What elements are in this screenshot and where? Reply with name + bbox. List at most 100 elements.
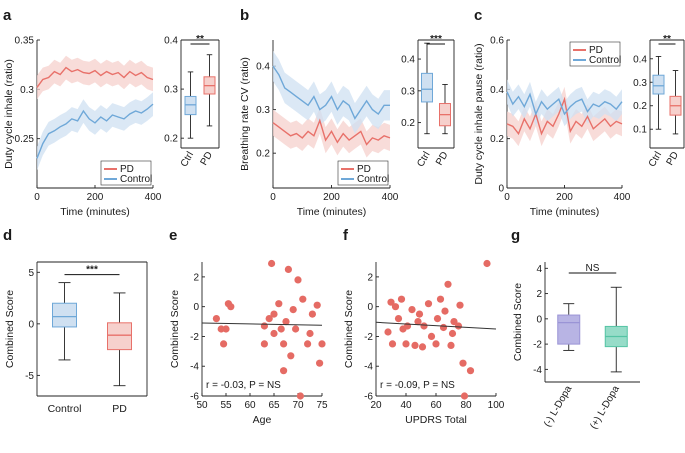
c-y-label: Duty cycle inhale pause (ratio) bbox=[473, 43, 485, 184]
e-point bbox=[289, 306, 297, 314]
e-point bbox=[260, 322, 268, 330]
b-box-category-label: PD bbox=[434, 150, 450, 168]
d-category-label: Control bbox=[48, 403, 82, 415]
b-legend-label-control: Control bbox=[357, 174, 389, 185]
f-ytick-label: -6 bbox=[364, 392, 373, 403]
f-point bbox=[420, 322, 428, 330]
e-xtick-label: 50 bbox=[196, 400, 208, 411]
f-point bbox=[427, 332, 436, 340]
c-series-pd bbox=[506, 96, 623, 136]
a-xtick-label: 0 bbox=[34, 192, 40, 203]
f-point bbox=[483, 259, 491, 268]
f-point bbox=[424, 300, 433, 308]
e-ytick-label: 2 bbox=[193, 272, 199, 283]
b-box-ytick-label: 0.3 bbox=[401, 86, 415, 97]
c-legend-box bbox=[569, 41, 621, 67]
d-box-1 bbox=[107, 322, 132, 351]
e-point bbox=[275, 300, 283, 308]
b-xtick-label: 400 bbox=[382, 192, 399, 203]
f-point bbox=[402, 340, 410, 348]
a-box-ytick-label: 0.4 bbox=[164, 36, 178, 47]
b-box-ytick-label: 0.4 bbox=[401, 55, 415, 66]
panel-label-e: e bbox=[169, 227, 177, 244]
c-ytick-label: 0.2 bbox=[490, 134, 504, 145]
e-fit-line bbox=[201, 322, 323, 326]
e-point bbox=[282, 318, 290, 326]
f-point bbox=[433, 315, 442, 323]
e-point bbox=[212, 315, 220, 323]
f-xtick-label: 20 bbox=[370, 400, 382, 411]
d-ytick-label: 5 bbox=[28, 268, 34, 279]
f-point bbox=[466, 367, 475, 375]
e-ytick-label: 0 bbox=[193, 302, 199, 313]
b-ytick-label: 0.3 bbox=[256, 105, 270, 116]
c-box-box-0 bbox=[652, 74, 665, 95]
f-point bbox=[448, 329, 457, 338]
e-point bbox=[260, 340, 268, 348]
d-ytick-label: 0 bbox=[28, 319, 34, 330]
panel-label-a: a bbox=[3, 7, 12, 24]
a-xtick-label: 200 bbox=[87, 192, 104, 203]
a-box-significance-label: ** bbox=[196, 34, 204, 45]
a-series-pd bbox=[36, 66, 154, 88]
c-box-ytick-label: 0.2 bbox=[633, 101, 647, 112]
e-xtick-label: 65 bbox=[268, 400, 280, 411]
f-point bbox=[391, 303, 400, 311]
a-box-category-label: Ctrl bbox=[179, 150, 196, 169]
panel-label-c: c bbox=[474, 7, 482, 24]
c-box-category-label: Ctrl bbox=[647, 150, 664, 169]
f-point bbox=[418, 343, 427, 351]
e-xtick-label: 60 bbox=[244, 400, 256, 411]
c-x-label: Time (minutes) bbox=[530, 206, 600, 218]
a-xtick-label: 400 bbox=[145, 192, 162, 203]
c-band-pd bbox=[507, 86, 622, 147]
f-point bbox=[447, 341, 455, 349]
f-y-label: Combined Score bbox=[343, 290, 355, 368]
g-significance-label: NS bbox=[586, 263, 600, 274]
f-point bbox=[414, 318, 422, 326]
f-point bbox=[387, 298, 395, 306]
e-point bbox=[268, 259, 276, 268]
e-point bbox=[280, 367, 288, 375]
g-category-label: (+) L-Dopa bbox=[588, 384, 622, 432]
a-y-label: Duty cycle inhale (ratio) bbox=[3, 59, 15, 169]
e-point bbox=[304, 340, 312, 348]
b-series-pd bbox=[272, 118, 391, 146]
a-box-ytick-label: 0.3 bbox=[164, 85, 178, 96]
f-point bbox=[441, 307, 449, 315]
f-point bbox=[384, 328, 392, 336]
e-xtick-label: 55 bbox=[220, 400, 232, 411]
c-box-significance-label: ** bbox=[663, 34, 671, 45]
f-point bbox=[460, 392, 469, 400]
e-x-label: Age bbox=[253, 414, 272, 426]
f-x-label: UPDRS Total bbox=[405, 414, 467, 426]
e-point bbox=[287, 352, 295, 360]
b-ytick-label: 0.4 bbox=[256, 62, 270, 73]
f-fit-line bbox=[375, 321, 497, 330]
panel-label-b: b bbox=[240, 7, 249, 24]
a-legend-box bbox=[100, 160, 152, 186]
g-box-0 bbox=[557, 314, 581, 345]
g-ytick-label: -2 bbox=[533, 340, 542, 351]
f-point bbox=[394, 315, 403, 323]
b-y-label: Breathing rate CV (ratio) bbox=[239, 57, 251, 171]
b-band-control bbox=[273, 50, 390, 134]
e-xtick-label: 70 bbox=[292, 400, 304, 411]
a-box-ytick-label: 0.2 bbox=[164, 134, 178, 145]
c-box-category-label: PD bbox=[665, 150, 681, 168]
f-point bbox=[415, 310, 424, 318]
panel-label-d: d bbox=[3, 227, 12, 244]
g-ytick-label: 4 bbox=[536, 264, 542, 275]
c-box-ytick-label: 0.1 bbox=[633, 125, 647, 136]
f-point bbox=[436, 295, 445, 303]
g-ytick-label: 0 bbox=[536, 314, 542, 325]
b-series-control bbox=[272, 65, 390, 120]
e-point bbox=[222, 325, 230, 333]
f-point bbox=[408, 306, 416, 314]
f-xtick-label: 40 bbox=[400, 400, 412, 411]
a-ytick-label: 0.25 bbox=[15, 134, 35, 145]
f-point bbox=[454, 322, 463, 330]
c-xtick-label: 200 bbox=[556, 192, 573, 203]
d-category-label: PD bbox=[112, 403, 127, 415]
